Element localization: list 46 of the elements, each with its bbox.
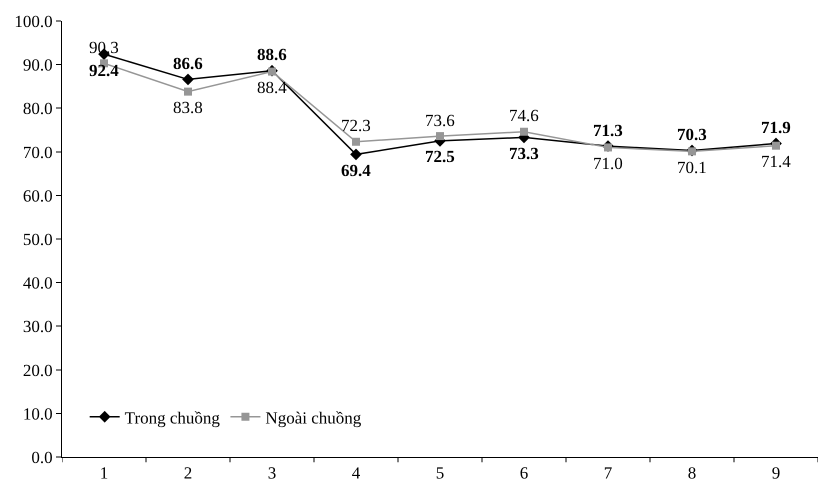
- x-tick-label: 3: [268, 463, 276, 482]
- point: [772, 142, 780, 150]
- data-label: 71.9: [761, 118, 791, 137]
- data-label: 70.1: [677, 158, 707, 177]
- x-tick-label: 8: [688, 463, 696, 482]
- point: [184, 88, 192, 96]
- y-tick-label: 70.0: [22, 142, 53, 162]
- data-label: 86.6: [173, 54, 203, 73]
- data-label: 71.4: [761, 152, 792, 171]
- point: [350, 148, 362, 160]
- data-label: 83.8: [173, 98, 203, 117]
- x-tick-label: 7: [604, 463, 613, 482]
- y-tick-label: 30.0: [22, 317, 53, 336]
- data-label: 72.3: [341, 116, 371, 135]
- data-label: 70.3: [677, 125, 707, 144]
- y-tick-label: 90.0: [22, 56, 53, 75]
- x-tick-label: 9: [772, 463, 780, 482]
- data-label: 71.0: [593, 154, 623, 173]
- point: [436, 132, 444, 140]
- data-label: 88.4: [257, 78, 288, 97]
- y-tick-label: 40.0: [22, 274, 53, 293]
- y-tick-label: 20.0: [22, 360, 53, 380]
- y-tick-label: 50.0: [22, 230, 53, 249]
- x-tick-label: 1: [100, 463, 108, 482]
- x-tick-label: 5: [436, 463, 444, 482]
- x-tick-label: 2: [184, 463, 192, 482]
- data-label: 74.6: [509, 106, 539, 125]
- data-label: 71.3: [593, 121, 623, 140]
- point: [520, 128, 528, 136]
- y-tick-label: 10.0: [22, 404, 53, 424]
- legend-label: Ngoài chuồng: [265, 408, 362, 428]
- data-label: 73.3: [509, 144, 539, 163]
- data-label: 88.6: [257, 45, 287, 64]
- data-label: 72.5: [425, 147, 455, 166]
- y-tick-label: 100.0: [14, 12, 53, 31]
- point: [182, 74, 194, 86]
- data-label: 73.6: [425, 111, 455, 130]
- legend-label: Trong chuồng: [124, 408, 220, 428]
- y-tick-label: 60.0: [22, 186, 53, 206]
- point: [352, 138, 360, 146]
- data-label: 92.4: [89, 61, 120, 80]
- y-tick-label: 80.0: [22, 99, 53, 118]
- x-tick-label: 4: [352, 463, 361, 482]
- data-label: 69.4: [341, 161, 372, 180]
- y-tick-label: 0.0: [31, 448, 53, 467]
- x-tick-label: 6: [520, 463, 528, 482]
